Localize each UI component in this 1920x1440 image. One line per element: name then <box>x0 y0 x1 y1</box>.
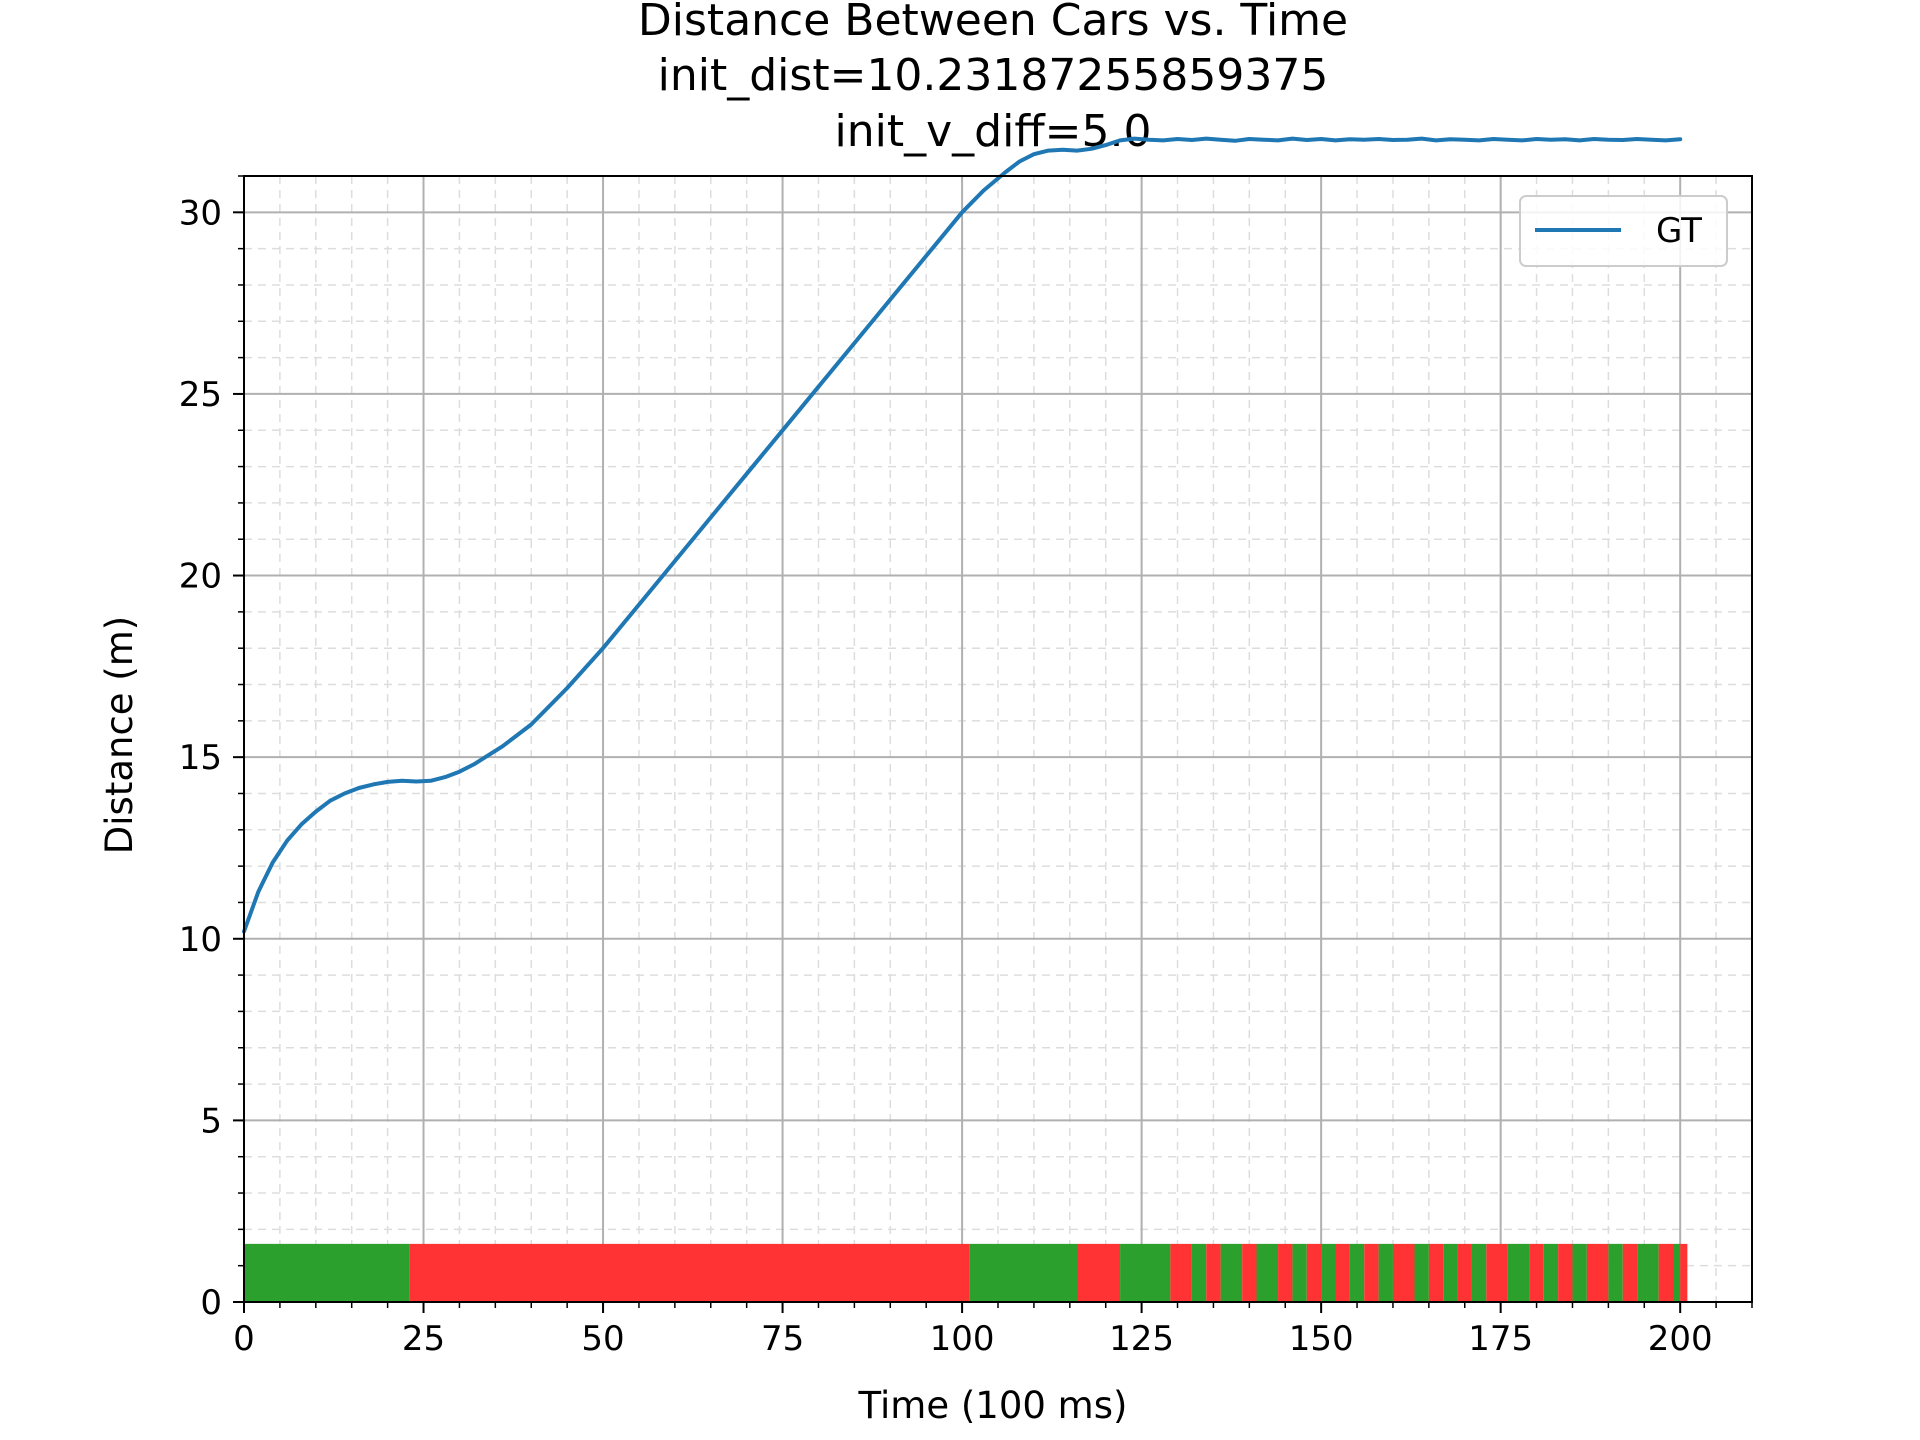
status-segment-green <box>1443 1243 1458 1302</box>
status-segment-red <box>1278 1243 1293 1302</box>
series-line-gt <box>242 136 1683 934</box>
status-segment-green <box>1321 1243 1336 1302</box>
status-segment-red <box>1457 1243 1472 1302</box>
status-segment-green <box>1220 1243 1243 1302</box>
axis-ticks <box>233 175 1753 1313</box>
status-segment-green <box>1256 1243 1279 1302</box>
status-segment-red <box>1206 1243 1221 1302</box>
status-segment-green <box>1349 1243 1365 1302</box>
y-tick-label: 0 <box>200 1283 222 1323</box>
x-tick-label: 125 <box>1109 1319 1174 1359</box>
x-tick-label: 25 <box>402 1319 445 1359</box>
legend: GT <box>1519 195 1728 267</box>
x-tick-label: 0 <box>233 1319 255 1359</box>
status-segment-red <box>1622 1243 1638 1302</box>
status-segment-red <box>409 1243 970 1302</box>
status-segment-green <box>1507 1243 1530 1302</box>
chart-subtitle-line-1: init_dist=10.23187255859375 <box>658 50 1329 101</box>
status-segment-green <box>1292 1243 1307 1302</box>
status-segment-red <box>1486 1243 1508 1302</box>
chart-title: Distance Between Cars vs. Time <box>638 0 1348 46</box>
status-segment-green <box>1673 1243 1681 1302</box>
status-segment-red <box>1529 1243 1544 1302</box>
status-segment-green <box>244 1243 410 1302</box>
legend-label-gt: GT <box>1656 211 1702 251</box>
y-axis-label: Distance (m) <box>98 616 141 854</box>
minor-grid <box>244 175 1753 1302</box>
y-tick-label: 20 <box>179 557 222 597</box>
y-tick-label: 10 <box>179 920 222 960</box>
status-segment-green <box>1191 1243 1207 1302</box>
y-tick-label: 30 <box>179 193 222 233</box>
y-tick-label: 5 <box>200 1101 222 1141</box>
status-segment-red <box>1364 1243 1379 1302</box>
x-tick-label: 200 <box>1648 1319 1713 1359</box>
status-segment-green <box>969 1243 1077 1302</box>
status-segment-green <box>1543 1243 1559 1302</box>
status-segment-green <box>1471 1243 1487 1302</box>
status-segment-red <box>1428 1243 1444 1302</box>
x-tick-label: 150 <box>1289 1319 1354 1359</box>
x-tick-label: 50 <box>581 1319 624 1359</box>
status-segment-red <box>1392 1243 1415 1302</box>
y-tick-label: 25 <box>179 375 222 415</box>
status-segment-red <box>1558 1243 1573 1302</box>
chart-subtitle-line-2: init_v_diff=5.0 <box>835 106 1152 157</box>
status-segment-red <box>1076 1243 1121 1302</box>
x-axis-label: Time (100 ms) <box>858 1384 1128 1427</box>
status-segment-green <box>1414 1243 1429 1302</box>
x-tick-label: 100 <box>930 1319 995 1359</box>
status-segment-green <box>1572 1243 1587 1302</box>
x-tick-label: 175 <box>1468 1319 1533 1359</box>
status-segment-green <box>1120 1243 1171 1302</box>
legend-box <box>1519 195 1728 267</box>
status-segment-red <box>1306 1243 1322 1302</box>
status-segment-red <box>1170 1243 1192 1302</box>
status-segment-red <box>1335 1243 1350 1302</box>
status-segment-red <box>1680 1243 1688 1302</box>
axis-tick-labels: 0 25 50 75 100 125 150 175 200 0 5 10 15 20 25 30 <box>179 193 1713 1359</box>
status-segment-green <box>1378 1243 1393 1302</box>
x-tick-label: 75 <box>761 1319 804 1359</box>
status-segment-green <box>1637 1243 1659 1302</box>
y-tick-label: 15 <box>179 738 222 778</box>
status-band <box>244 1243 1688 1302</box>
status-segment-green <box>1608 1243 1623 1302</box>
series-layer <box>242 136 1683 934</box>
status-segment-red <box>1242 1243 1257 1302</box>
status-segment-red <box>1586 1243 1609 1302</box>
status-segment-red <box>1658 1243 1674 1302</box>
